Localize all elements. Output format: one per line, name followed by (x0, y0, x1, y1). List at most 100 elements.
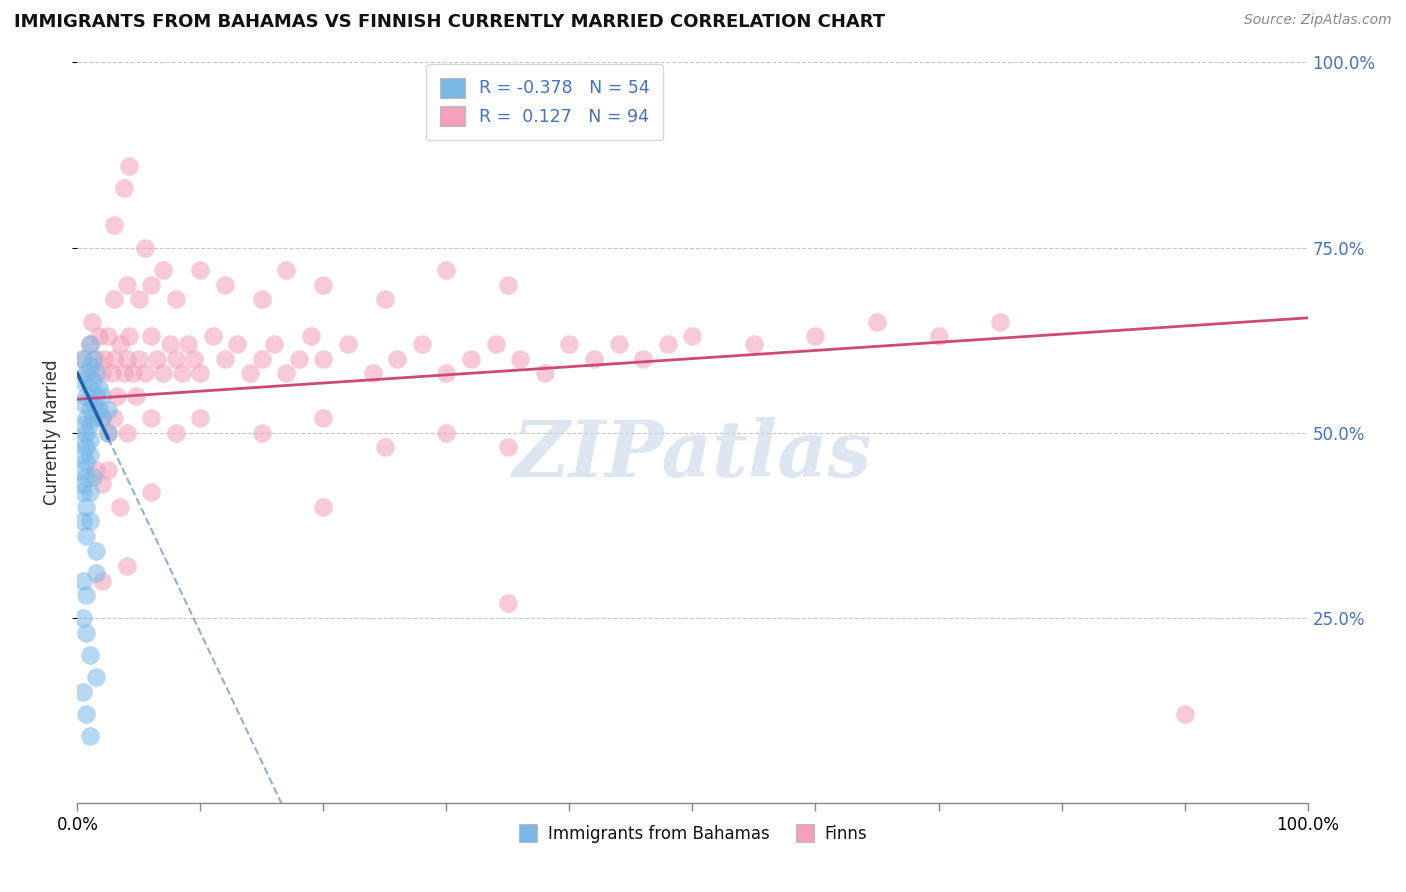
Point (79, 403, 101, 417)
Point (84, 351, 107, 366)
Point (214, 277, 236, 292)
Point (201, 329, 224, 343)
Point (1174, 706, 1197, 721)
Point (89, 381, 111, 395)
Point (79, 336, 101, 351)
Point (97, 425, 120, 440)
Point (374, 441, 396, 455)
Point (97, 425, 120, 440)
Point (115, 277, 138, 292)
Point (558, 336, 581, 351)
Point (72, 462, 94, 476)
Point (97, 329, 120, 343)
Point (84, 566, 107, 581)
Point (103, 219, 125, 233)
Point (84, 544, 107, 558)
Point (183, 351, 205, 366)
Point (90, 477, 114, 491)
Point (299, 329, 322, 343)
Point (72, 374, 94, 388)
Point (214, 351, 236, 366)
Point (312, 410, 335, 425)
Point (103, 293, 125, 307)
Point (90, 388, 114, 402)
Point (79, 484, 101, 499)
Point (72, 351, 94, 366)
Point (312, 277, 335, 292)
Point (337, 336, 360, 351)
Point (159, 336, 181, 351)
Point (115, 425, 138, 440)
Point (82, 470, 104, 484)
Point (170, 367, 193, 381)
Point (75, 367, 97, 381)
Point (742, 336, 765, 351)
Point (496, 277, 519, 292)
Point (72, 515, 94, 529)
Point (374, 293, 396, 307)
Point (79, 648, 101, 662)
Point (101, 367, 124, 381)
Point (288, 351, 311, 366)
Point (125, 388, 148, 402)
Point (460, 351, 482, 366)
Point (118, 329, 141, 343)
Point (82, 410, 104, 425)
Point (436, 367, 458, 381)
Point (866, 314, 889, 328)
Point (76, 367, 98, 381)
Point (75, 410, 97, 425)
Point (250, 293, 273, 307)
Point (128, 293, 150, 307)
Point (72, 574, 94, 588)
Point (250, 351, 273, 366)
Point (534, 367, 557, 381)
Point (112, 181, 135, 195)
Point (115, 351, 138, 366)
Point (75, 441, 97, 455)
Text: Source: ZipAtlas.com: Source: ZipAtlas.com (1244, 13, 1392, 28)
Point (103, 410, 125, 425)
Point (188, 367, 212, 381)
Point (141, 484, 163, 499)
Point (436, 262, 458, 277)
Point (134, 240, 156, 255)
Point (72, 484, 94, 499)
Point (75, 425, 97, 440)
Point (84, 367, 107, 381)
Point (165, 293, 187, 307)
Point (75, 500, 97, 514)
Point (165, 425, 187, 440)
Point (79, 336, 101, 351)
Point (110, 336, 132, 351)
Point (118, 159, 141, 173)
Point (72, 433, 94, 447)
Point (82, 314, 104, 328)
Point (312, 500, 335, 514)
Point (79, 448, 101, 462)
Point (226, 336, 249, 351)
Point (928, 329, 950, 343)
Point (72, 396, 94, 410)
Text: ZIPatlas: ZIPatlas (513, 417, 872, 493)
Point (141, 329, 163, 343)
Point (657, 336, 679, 351)
Point (165, 351, 187, 366)
Point (97, 403, 120, 417)
Point (90, 410, 114, 425)
Point (72, 351, 94, 366)
Point (79, 381, 101, 395)
Point (72, 448, 94, 462)
Point (583, 351, 606, 366)
Point (84, 670, 107, 684)
Point (804, 329, 827, 343)
Point (276, 262, 298, 277)
Point (276, 367, 298, 381)
Point (312, 351, 335, 366)
Point (496, 596, 519, 610)
Legend: Immigrants from Bahamas, Finns: Immigrants from Bahamas, Finns (512, 819, 873, 850)
Point (436, 425, 458, 440)
Point (72, 685, 94, 699)
Point (79, 359, 101, 373)
Point (79, 418, 101, 433)
